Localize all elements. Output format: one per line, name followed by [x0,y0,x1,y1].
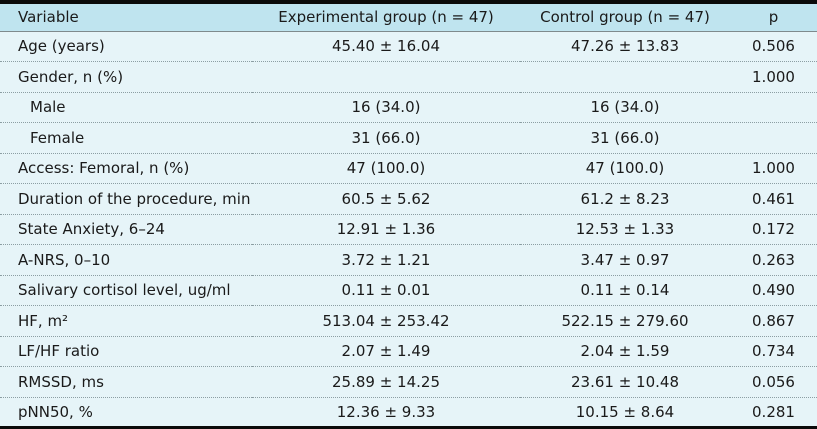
p-value-cell: 0.461 [730,183,817,214]
p-value-cell: 0.506 [752,37,795,55]
control-value-cell: 16 (34.0) [520,91,730,123]
header-row: Variable Experimental group (n = 47) Con… [0,2,817,32]
experimental-value-cell: 25.89 ± 14.25 [252,366,520,397]
control-value-cell: 10.15 ± 8.64 [520,396,730,428]
variable-cell: HF, m² [0,305,252,336]
control-value-cell: 23.61 ± 10.48 [520,366,730,397]
control-value-cell: 522.15 ± 279.60 [520,305,730,336]
experimental-value-cell: 12.36 ± 9.33 [252,396,520,428]
variable-cell: RMSSD, ms [0,366,252,397]
table-row: Age (years) 45.40 ± 16.04 47.26 ± 13.83 … [0,31,817,62]
p-value-cell: 0.490 [730,274,817,306]
p-value-cell: 0.734 [730,335,817,367]
p-value-cell [730,91,817,123]
p-value-cell: 1.000 [730,61,817,92]
experimental-value-cell: 513.04 ± 253.42 [252,305,520,336]
p-value-cell: 0.263 [730,244,817,275]
experimental-value-cell: 12.91 ± 1.36 [252,213,520,245]
table-row: RMSSD, ms 25.89 ± 14.25 23.61 ± 10.48 0.… [0,366,817,397]
variable-cell: Gender, n (%) [0,61,252,92]
table-row: Female 31 (66.0) 31 (66.0) [0,122,817,153]
experimental-value-cell: 16 (34.0) [252,91,520,123]
column-header-control: Control group (n = 47) [520,2,730,32]
p-value-cell: 0.281 [730,396,817,428]
control-value-cell: 12.53 ± 1.33 [520,213,730,245]
table-row: State Anxiety, 6–24 12.91 ± 1.36 12.53 ±… [0,213,817,245]
table-row: LF/HF ratio 2.07 ± 1.49 2.04 ± 1.59 0.73… [0,335,817,367]
variable-cell: Salivary cortisol level, ug/ml [0,274,252,306]
variable-cell: Male [0,91,252,123]
p-value-cell: 1.000 [730,152,817,184]
control-value-cell: 47 (100.0) [520,152,730,184]
table-row: HF, m² 513.04 ± 253.42 522.15 ± 279.60 0… [0,305,817,336]
experimental-value-cell: 60.5 ± 5.62 [252,183,520,214]
variable-cell: A-NRS, 0–10 [0,244,252,275]
column-header-variable: Variable [0,2,252,32]
table-row: Gender, n (%) 1.000 [0,61,817,92]
control-value-cell: 0.11 ± 0.14 [520,274,730,306]
experimental-value-cell: 45.40 ± 16.04 [332,37,440,55]
column-header-p: p [730,2,817,32]
variable-cell: pNN50, % [0,396,252,428]
p-value-cell [730,122,817,153]
variable-cell: State Anxiety, 6–24 [0,213,252,245]
table-row: Male 16 (34.0) 16 (34.0) [0,91,817,123]
experimental-value-cell: 3.72 ± 1.21 [252,244,520,275]
table-row: A-NRS, 0–10 3.72 ± 1.21 3.47 ± 0.97 0.26… [0,244,817,275]
control-value-cell: 31 (66.0) [520,122,730,153]
column-header-experimental: Experimental group (n = 47) [252,2,520,32]
control-value-cell [520,61,730,92]
experimental-value-cell: 2.07 ± 1.49 [252,335,520,367]
experimental-value-cell: 0.11 ± 0.01 [252,274,520,306]
table-row: Salivary cortisol level, ug/ml 0.11 ± 0.… [0,274,817,306]
p-value-cell: 0.056 [730,366,817,397]
experimental-value-cell: 47 (100.0) [252,152,520,184]
experimental-value-cell [252,61,520,92]
variable-cell: Access: Femoral, n (%) [0,152,252,184]
p-value-cell: 0.172 [730,213,817,245]
control-value-cell: 61.2 ± 8.23 [520,183,730,214]
variable-cell: LF/HF ratio [0,335,252,367]
experimental-value-cell: 31 (66.0) [252,122,520,153]
variable-cell: Female [0,122,252,153]
table-row: pNN50, % 12.36 ± 9.33 10.15 ± 8.64 0.281 [0,396,817,428]
table-row: Duration of the procedure, min 60.5 ± 5.… [0,183,817,214]
p-value-cell: 0.867 [730,305,817,336]
control-value-cell: 47.26 ± 13.83 [571,37,679,55]
control-value-cell: 2.04 ± 1.59 [520,335,730,367]
variable-cell: Age (years) [18,37,105,55]
table-row: Access: Femoral, n (%) 47 (100.0) 47 (10… [0,152,817,184]
control-value-cell: 3.47 ± 0.97 [520,244,730,275]
variable-cell: Duration of the procedure, min [0,183,252,214]
